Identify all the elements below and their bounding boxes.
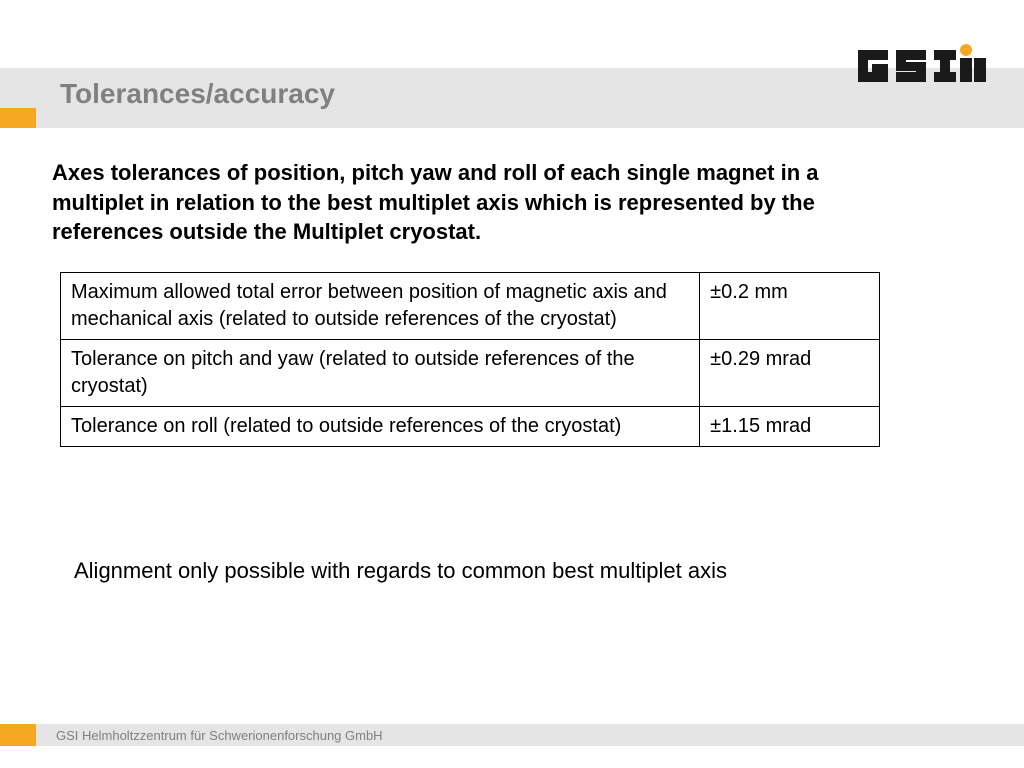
tolerances-table: Maximum allowed total error between posi… xyxy=(60,272,880,447)
cell-desc: Maximum allowed total error between posi… xyxy=(61,273,700,340)
intro-paragraph: Axes tolerances of position, pitch yaw a… xyxy=(52,158,902,247)
table-row: Tolerance on roll (related to outside re… xyxy=(61,407,880,447)
note-text: Alignment only possible with regards to … xyxy=(74,558,727,584)
gsi-logo xyxy=(858,42,986,90)
footer-text: GSI Helmholtzzentrum für Schwerionenfors… xyxy=(56,728,383,743)
table-row: Tolerance on pitch and yaw (related to o… xyxy=(61,340,880,407)
cell-desc: Tolerance on pitch and yaw (related to o… xyxy=(61,340,700,407)
cell-value: ±1.15 mrad xyxy=(700,407,880,447)
page-title: Tolerances/accuracy xyxy=(60,78,335,110)
cell-value: ±0.29 mrad xyxy=(700,340,880,407)
cell-value: ±0.2 mm xyxy=(700,273,880,340)
cell-desc: Tolerance on roll (related to outside re… xyxy=(61,407,700,447)
accent-block xyxy=(0,108,36,128)
table-row: Maximum allowed total error between posi… xyxy=(61,273,880,340)
footer-accent xyxy=(0,724,36,746)
